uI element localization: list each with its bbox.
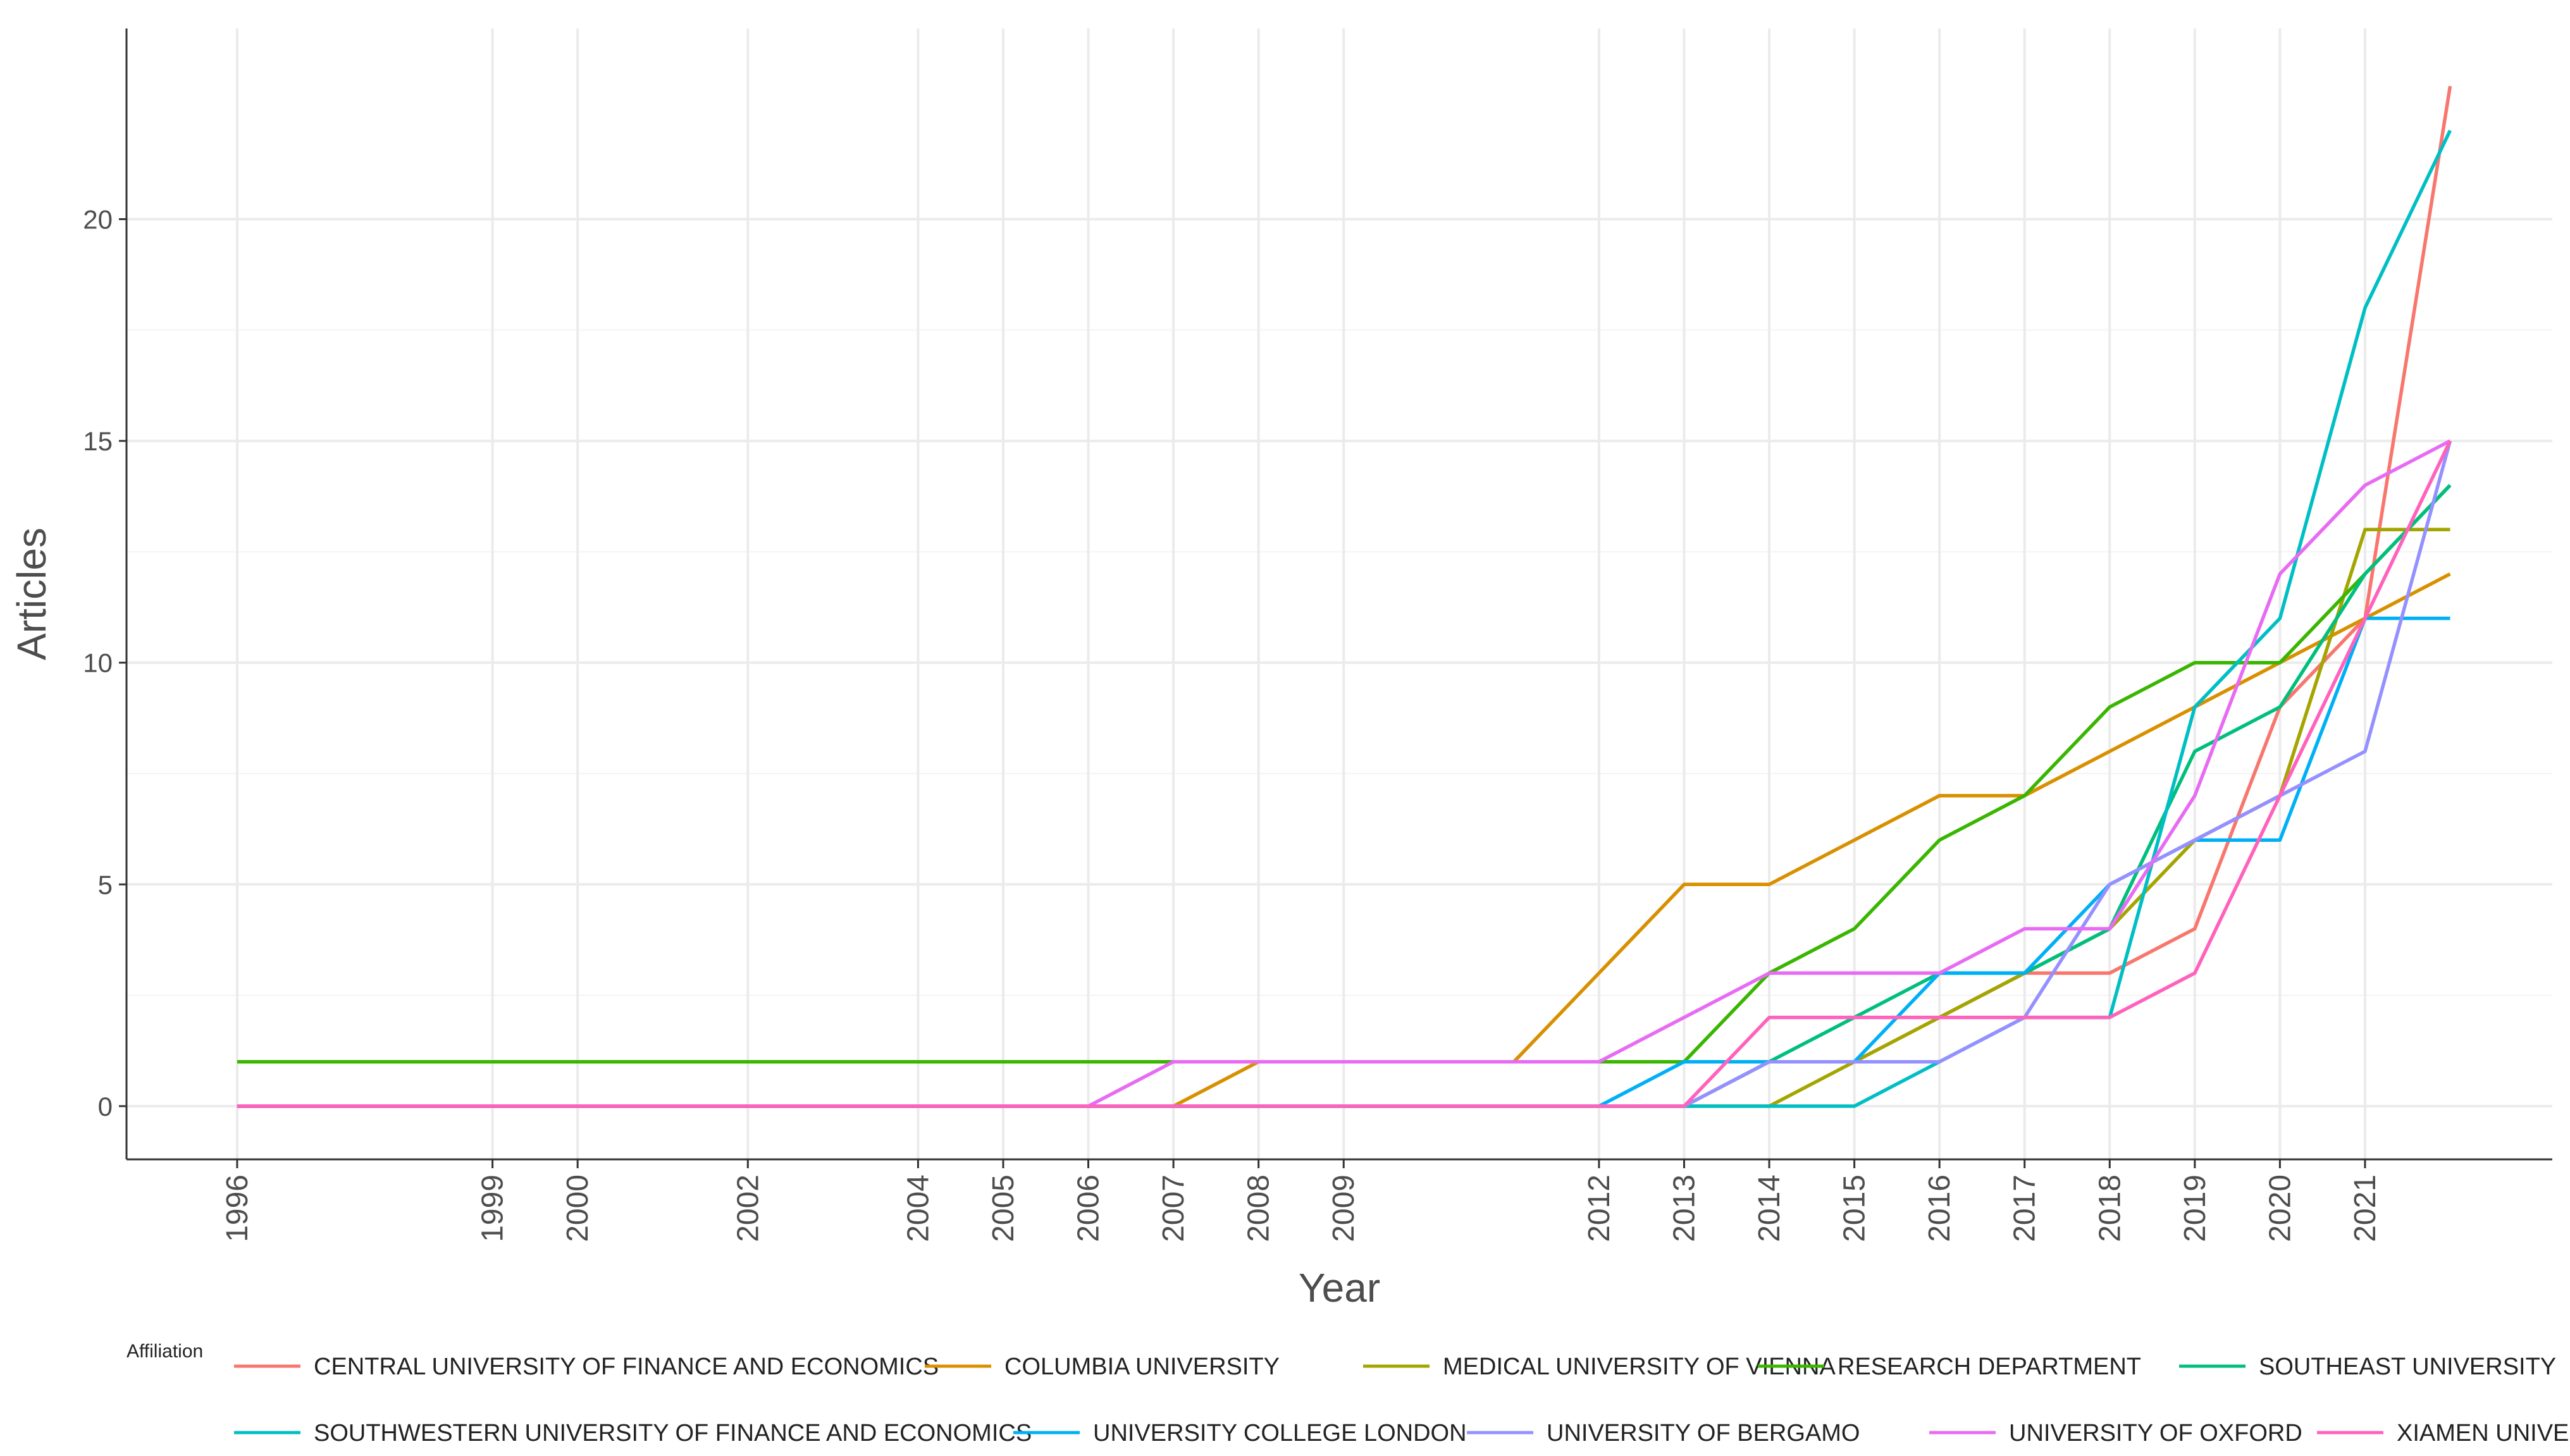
x-tick-label: 1996	[221, 1175, 254, 1242]
y-tick-label: 20	[83, 205, 113, 235]
x-axis-title: Year	[1299, 1265, 1380, 1311]
x-tick-label: 2015	[1838, 1175, 1872, 1242]
x-tick-label: 2000	[561, 1175, 595, 1242]
axes	[125, 28, 2552, 1161]
legend-label: COLUMBIA UNIVERSITY	[1004, 1354, 1280, 1380]
y-tick-label: 0	[98, 1092, 113, 1121]
legend-label: UNIVERSITY COLLEGE LONDON	[1093, 1420, 1467, 1447]
x-tick-label: 2009	[1327, 1175, 1361, 1242]
series-layer	[237, 85, 2452, 1108]
series-line	[237, 440, 2452, 1108]
legend-label: XIAMEN UNIVERSITY	[2397, 1420, 2570, 1447]
series-line	[237, 616, 2450, 1108]
series-line	[237, 439, 2451, 1108]
legend-label: SOUTHEAST UNIVERSITY	[2259, 1354, 2556, 1380]
tick-labels: 0 5 10 15 20 1996 1999 2000 2002 2004 2005 2006 2007…	[83, 205, 2382, 1242]
x-tick-label: 2016	[1923, 1175, 1956, 1242]
y-axis-title: Articles	[9, 527, 54, 660]
legend-label: CENTRAL UNIVERSITY OF FINANCE AND ECONOM…	[314, 1354, 939, 1380]
legend-label: UNIVERSITY OF OXFORD	[2009, 1420, 2302, 1447]
x-tick-label: 2007	[1157, 1175, 1190, 1242]
x-tick-label: 2008	[1242, 1175, 1276, 1242]
x-tick-label: 2014	[1753, 1175, 1786, 1242]
x-tick-label: 2005	[987, 1175, 1020, 1242]
legend-label: UNIVERSITY OF BERGAMO	[1547, 1420, 1860, 1447]
legend-label: RESEARCH DEPARTMENT	[1838, 1354, 2141, 1380]
x-tick-label: 1999	[476, 1175, 510, 1242]
legend-title: Affiliation	[127, 1341, 203, 1362]
series-line	[237, 484, 2452, 1064]
x-tick-label: 2012	[1583, 1175, 1616, 1242]
y-tick-label: 10	[83, 648, 113, 678]
y-tick-label: 15	[83, 426, 113, 456]
x-tick-label: 2006	[1072, 1175, 1106, 1242]
x-tick-label: 2004	[901, 1175, 935, 1242]
x-tick-label: 2020	[2263, 1175, 2297, 1242]
x-tick-label: 2017	[2008, 1175, 2042, 1242]
x-tick-label: 2002	[731, 1175, 765, 1242]
x-tick-label: 2019	[2178, 1175, 2212, 1242]
legend-label: SOUTHWESTERN UNIVERSITY OF FINANCE AND E…	[314, 1420, 1032, 1447]
y-tick-label: 5	[98, 870, 113, 899]
x-tick-label: 2021	[2349, 1175, 2382, 1242]
x-tick-label: 2018	[2093, 1175, 2127, 1242]
legend: Affiliation CENTRAL UNIVERSITY OF FINANC…	[127, 1341, 2570, 1447]
x-tick-label: 2013	[1667, 1175, 1701, 1242]
